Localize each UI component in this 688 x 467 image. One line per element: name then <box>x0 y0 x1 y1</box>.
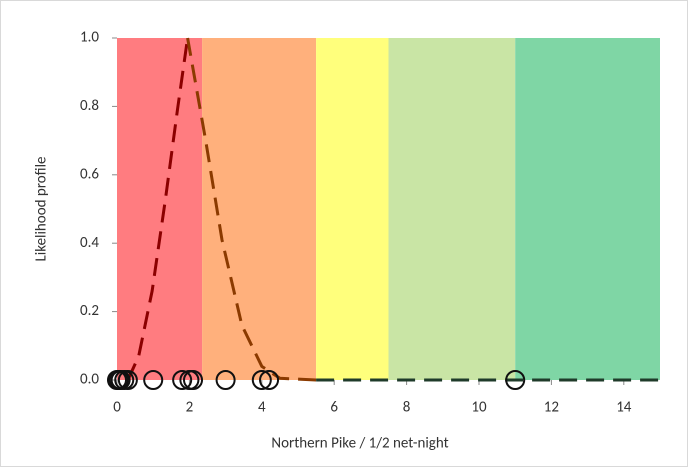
observation-point <box>172 370 193 390</box>
observation-point <box>259 370 280 390</box>
observation-point <box>143 370 164 390</box>
x-tick-label: 2 <box>186 399 194 417</box>
observation-point <box>183 370 204 390</box>
observation-point <box>215 370 236 390</box>
y-tick-label: 0.4 <box>80 234 99 252</box>
x-tick-label: 12 <box>544 399 559 417</box>
plot-area: 0.0 0.2 0.4 0.6 0.8 1.0 0 2 4 6 8 10 12 14 <box>80 29 660 417</box>
line-series <box>126 37 190 381</box>
observation-point <box>505 370 526 390</box>
y-tick-label: 0.8 <box>80 97 99 115</box>
y-tick-label: 0.6 <box>80 165 99 183</box>
x-axis-label: Northern Pike / 1/2 net-night <box>271 435 448 453</box>
x-tick-label: 14 <box>616 399 632 417</box>
x-tick-label: 10 <box>471 399 487 417</box>
y-axis-label: Likelihood profile <box>33 156 51 261</box>
x-tick-label: 8 <box>403 399 411 417</box>
band <box>117 38 203 380</box>
x-tick-label: 0 <box>113 399 121 417</box>
observation-point <box>251 370 272 390</box>
y-tick-label: 1.0 <box>80 29 99 47</box>
band <box>515 38 660 380</box>
band <box>202 38 317 380</box>
observation-point <box>117 370 138 390</box>
band <box>388 38 516 380</box>
band <box>316 38 389 380</box>
y-tick-label: 0.0 <box>80 371 99 389</box>
x-tick-label: 4 <box>258 399 266 417</box>
y-tick-label: 0.2 <box>80 302 99 320</box>
x-tick-label: 6 <box>330 399 338 417</box>
